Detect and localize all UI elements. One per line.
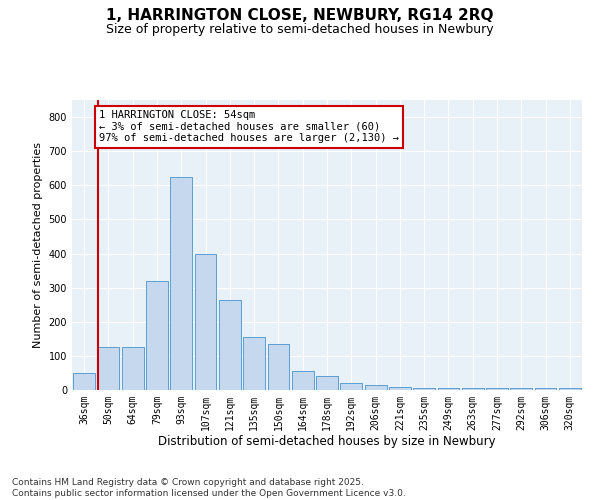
Bar [559,388,581,390]
Text: Contains HM Land Registry data © Crown copyright and database right 2025.
Contai: Contains HM Land Registry data © Crown c… [12,478,406,498]
Bar [511,388,532,390]
Bar [146,281,168,390]
Y-axis label: Number of semi-detached properties: Number of semi-detached properties [33,142,43,348]
Bar [194,254,217,390]
Text: 1, HARRINGTON CLOSE, NEWBURY, RG14 2RQ: 1, HARRINGTON CLOSE, NEWBURY, RG14 2RQ [106,8,494,22]
Bar [73,373,95,390]
Text: Distribution of semi-detached houses by size in Newbury: Distribution of semi-detached houses by … [158,435,496,448]
Bar [97,348,119,390]
Bar [170,177,192,390]
Bar [219,300,241,390]
Bar [292,371,314,390]
Text: Size of property relative to semi-detached houses in Newbury: Size of property relative to semi-detach… [106,22,494,36]
Bar [437,388,460,390]
Bar [122,348,143,390]
Bar [413,388,435,390]
Bar [243,337,265,390]
Text: 1 HARRINGTON CLOSE: 54sqm
← 3% of semi-detached houses are smaller (60)
97% of s: 1 HARRINGTON CLOSE: 54sqm ← 3% of semi-d… [99,110,399,144]
Bar [462,388,484,390]
Bar [340,383,362,390]
Bar [316,376,338,390]
Bar [535,388,556,390]
Bar [486,388,508,390]
Bar [389,386,411,390]
Bar [365,385,386,390]
Bar [268,344,289,390]
